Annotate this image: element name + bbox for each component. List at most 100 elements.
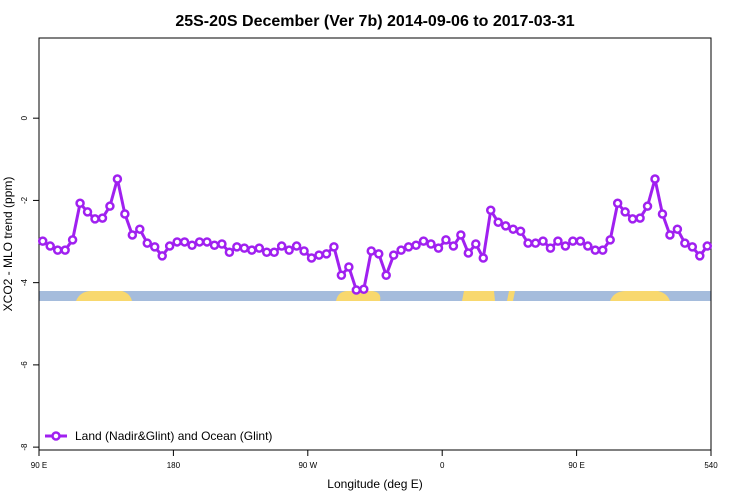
legend-label: Land (Nadir&Glint) and Ocean (Glint) bbox=[75, 429, 272, 443]
point bbox=[426, 239, 436, 249]
point bbox=[209, 240, 220, 250]
point bbox=[82, 207, 93, 217]
point bbox=[97, 213, 108, 223]
point bbox=[650, 174, 660, 184]
point bbox=[306, 253, 317, 263]
x-tick-label: 0 bbox=[440, 461, 445, 470]
point bbox=[612, 198, 623, 209]
point bbox=[329, 242, 339, 252]
point bbox=[75, 198, 85, 209]
point bbox=[381, 270, 391, 280]
x-tick-label: 90 E bbox=[31, 461, 47, 470]
point bbox=[642, 201, 653, 211]
point bbox=[478, 253, 489, 263]
y-tick-label: -4 bbox=[20, 279, 29, 287]
point bbox=[217, 239, 227, 249]
point bbox=[239, 243, 250, 253]
point bbox=[254, 243, 265, 253]
point bbox=[456, 230, 466, 240]
point bbox=[545, 243, 556, 253]
x-tick-label: 180 bbox=[167, 461, 181, 470]
point bbox=[635, 213, 645, 223]
point bbox=[500, 221, 511, 231]
point bbox=[538, 236, 548, 246]
point bbox=[396, 245, 406, 255]
point bbox=[366, 246, 377, 256]
land-patch bbox=[336, 291, 381, 301]
point bbox=[575, 236, 586, 246]
point bbox=[135, 224, 145, 234]
y-tick-label: -8 bbox=[20, 443, 29, 451]
point bbox=[373, 249, 384, 259]
y-tick-label: 0 bbox=[20, 115, 29, 120]
point bbox=[553, 236, 563, 246]
point bbox=[269, 247, 279, 257]
point bbox=[202, 237, 212, 247]
point bbox=[672, 224, 683, 234]
point bbox=[515, 226, 526, 237]
land-ocean-band bbox=[39, 291, 711, 301]
land-patch bbox=[610, 291, 670, 301]
point bbox=[164, 241, 175, 251]
point bbox=[232, 242, 242, 252]
point bbox=[441, 235, 451, 245]
point bbox=[351, 285, 362, 295]
point bbox=[179, 237, 190, 247]
point bbox=[187, 240, 197, 250]
point bbox=[403, 242, 414, 252]
point bbox=[120, 209, 130, 219]
point bbox=[224, 247, 235, 257]
point bbox=[448, 241, 459, 251]
point bbox=[112, 174, 123, 184]
point bbox=[157, 251, 167, 261]
point bbox=[284, 245, 294, 255]
land-patch bbox=[507, 291, 515, 301]
point bbox=[665, 230, 675, 240]
x-tick-label: 90 E bbox=[568, 461, 584, 470]
point bbox=[194, 237, 205, 247]
y-axis-label: XCO2 - MLO trend (ppm) bbox=[1, 177, 15, 312]
point bbox=[687, 242, 698, 252]
point bbox=[67, 235, 78, 245]
point bbox=[247, 245, 257, 255]
point bbox=[276, 241, 287, 251]
x-axis-label: Longitude (deg E) bbox=[327, 477, 422, 491]
point bbox=[314, 250, 324, 260]
point bbox=[172, 237, 182, 247]
point bbox=[261, 247, 272, 257]
point bbox=[291, 241, 302, 251]
point bbox=[321, 249, 332, 259]
point bbox=[60, 245, 70, 255]
point bbox=[37, 236, 48, 246]
land-patch bbox=[76, 291, 132, 301]
point bbox=[359, 284, 369, 294]
point bbox=[583, 241, 593, 251]
chart-title: 25S-20S December (Ver 7b) 2014-09-06 to … bbox=[175, 13, 574, 30]
y-tick-label: -6 bbox=[20, 361, 29, 369]
point bbox=[388, 250, 399, 260]
legend-marker bbox=[51, 431, 61, 441]
point bbox=[344, 262, 354, 272]
y-tick-label: -2 bbox=[20, 196, 29, 204]
point bbox=[336, 270, 347, 280]
x-tick-label: 540 bbox=[704, 461, 718, 470]
point bbox=[590, 245, 601, 255]
point bbox=[52, 245, 63, 255]
point bbox=[45, 241, 55, 251]
point bbox=[471, 239, 481, 249]
x-tick-label: 90 W bbox=[298, 461, 317, 470]
point bbox=[523, 238, 533, 248]
point bbox=[127, 230, 138, 240]
point bbox=[560, 241, 571, 251]
point bbox=[508, 224, 518, 234]
point bbox=[702, 241, 713, 251]
point bbox=[90, 214, 100, 224]
point bbox=[627, 214, 638, 224]
point bbox=[418, 236, 429, 246]
point bbox=[485, 205, 496, 216]
point bbox=[105, 201, 115, 211]
point bbox=[657, 209, 668, 219]
point bbox=[433, 243, 444, 253]
point bbox=[530, 238, 541, 248]
